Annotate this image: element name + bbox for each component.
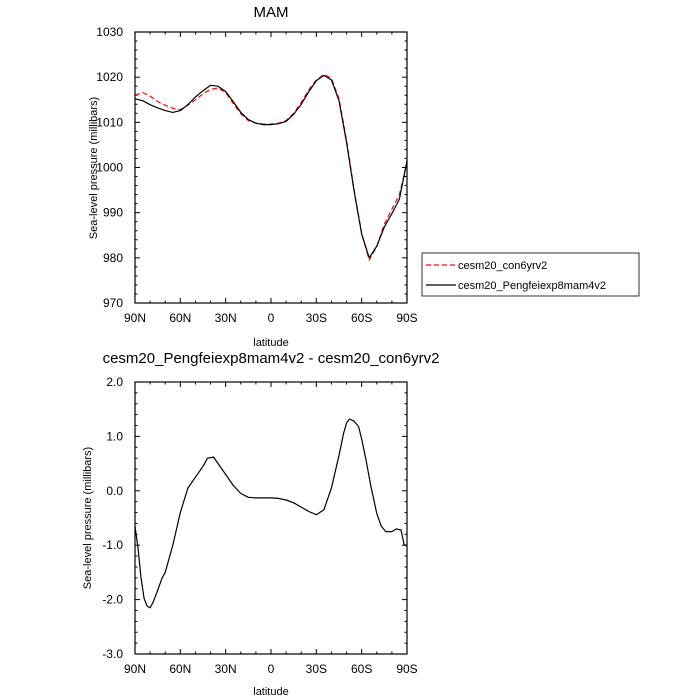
top-y-tick-label: 1030 (96, 25, 123, 39)
top-x-tick-label: 90S (396, 311, 417, 325)
bottom-y-tick-label: 0.0 (106, 484, 123, 498)
top-y-axis-label: Sea-level pressure (millibars) (88, 97, 100, 239)
top-plot-frame (134, 31, 408, 304)
top-y-tick-label: 1010 (96, 115, 123, 129)
top-series-line-1 (134, 73, 408, 261)
bottom-series-group (134, 418, 408, 609)
bottom-x-tick-label: 0 (268, 662, 275, 676)
legend-box (421, 252, 640, 297)
bottom-y-tick-label: -2.0 (102, 593, 123, 607)
top-x-tick-label: 0 (268, 311, 275, 325)
bottom-x-tick-label: 30S (306, 662, 327, 676)
top-x-tick-label: 30S (306, 311, 327, 325)
bottom-chart-title: cesm20_Pengfeiexp8mam4v2 - cesm20_con6yr… (103, 350, 440, 367)
top-x-axis-label: latitude (253, 337, 288, 349)
top-y-tick-label: 1000 (96, 161, 123, 175)
bottom-x-tick-label: 90S (396, 662, 417, 676)
bottom-x-tick-labels: 90N 60N 30N 0 30S 60S 90S (124, 662, 418, 676)
top-y-tick-labels: 970 980 990 1000 1010 1020 1030 (96, 25, 123, 310)
top-x-tick-label: 30N (215, 311, 237, 325)
bottom-x-axis-label: latitude (253, 686, 288, 698)
legend: cesm20_con6yrv2 cesm20_Pengfeiexp8mam4v2 (421, 252, 640, 297)
top-x-tick-labels: 90N 60N 30N 0 30S 60S 90S (124, 311, 418, 325)
bottom-y-tick-label: 2.0 (106, 375, 123, 389)
bottom-plot-frame (134, 381, 408, 655)
bottom-x-tick-label: 30N (215, 662, 237, 676)
top-ticks (134, 31, 408, 304)
bottom-x-tick-label: 60S (351, 662, 372, 676)
bottom-series-line-1 (134, 418, 408, 609)
top-y-tick-label: 1020 (96, 70, 123, 84)
legend-label-series-2: cesm20_Pengfeiexp8mam4v2 (458, 280, 606, 292)
top-x-tick-label: 90N (124, 311, 146, 325)
bottom-chart: cesm20_Pengfeiexp8mam4v2 - cesm20_con6yr… (82, 350, 439, 698)
bottom-x-tick-label: 90N (124, 662, 146, 676)
top-series-line-2 (134, 74, 408, 259)
top-chart-title: MAM (254, 4, 289, 21)
bottom-y-tick-labels: 2.0 1.0 0.0 -1.0 -2.0 -3.0 (102, 375, 123, 661)
bottom-ticks (134, 381, 408, 655)
top-chart: MAM 90N 60N 30N 0 30S 60S 90S 970 980 990 1000 101… (88, 4, 640, 349)
top-series-group (134, 73, 408, 261)
bottom-y-tick-label: -1.0 (102, 538, 123, 552)
top-y-tick-label: 990 (103, 206, 123, 220)
bottom-x-tick-label: 60N (169, 662, 191, 676)
top-y-tick-label: 970 (103, 296, 123, 310)
top-y-tick-label: 980 (103, 251, 123, 265)
bottom-y-tick-label: 1.0 (106, 429, 123, 443)
legend-label-series-1: cesm20_con6yrv2 (458, 260, 547, 272)
bottom-y-axis-label: Sea-level pressure (millibars) (82, 447, 94, 589)
top-x-tick-label: 60S (351, 311, 372, 325)
bottom-y-tick-label: -3.0 (102, 647, 123, 661)
top-x-tick-label: 60N (169, 311, 191, 325)
